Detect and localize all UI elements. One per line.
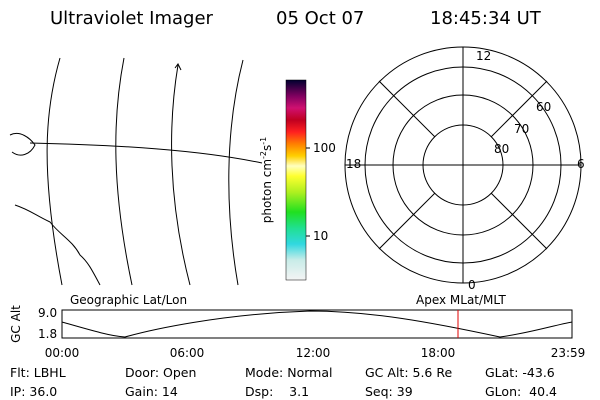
hour-label: 12 [476, 49, 491, 63]
polar-grid [344, 46, 582, 284]
colorbar-tick-label: 10 [313, 229, 328, 243]
x-tick-label: 12:00 [296, 346, 331, 360]
hour-label: 18 [346, 157, 361, 171]
status-field: IP: 36.0 [10, 384, 57, 399]
x-tick-label: 23:59 [551, 346, 586, 360]
status-field: Mode: Normal [245, 365, 332, 380]
lat-label: 80 [494, 142, 509, 156]
lat-label: 70 [514, 122, 529, 136]
hour-label: 0 [468, 278, 476, 292]
altitude-label: GC Alt [9, 305, 23, 343]
x-tick-label: 18:00 [421, 346, 456, 360]
colorbar-tick-label: 100 [313, 141, 336, 155]
map [9, 57, 263, 286]
status-field: GLon: 40.4 [485, 384, 557, 399]
status-field: Seq: 39 [365, 384, 413, 399]
status-field: Dsp: 3.1 [245, 384, 309, 399]
lat-label: 60 [536, 100, 551, 114]
altitude-frame [61, 309, 573, 339]
time: 18:45:34 UT [430, 8, 542, 29]
title: Ultraviolet Imager [50, 8, 214, 29]
altitude-curve [61, 310, 573, 338]
polar-label: Apex MLat/MLT [416, 293, 506, 307]
x-tick-label: 00:00 [45, 346, 80, 360]
y-tick-label: 9.0 [38, 306, 57, 320]
status-field: Gain: 14 [125, 384, 178, 399]
y-tick-label: 1.8 [38, 327, 57, 341]
footer: Flt: LBHL Door: Open Mode: Normal GC Alt: 5… [10, 365, 557, 399]
status-field: GC Alt: 5.6 Re [365, 365, 452, 380]
x-tick-label: 06:00 [170, 346, 205, 360]
colorbar-label: photon cm-2s-1 [259, 137, 274, 224]
status-field: Door: Open [125, 365, 196, 380]
status-field: Flt: LBHL [10, 365, 66, 380]
colorbar [285, 79, 307, 281]
date: 05 Oct 07 [276, 8, 364, 29]
status-field: GLat: -43.6 [485, 365, 555, 380]
hour-label: 6 [577, 157, 585, 171]
map-label: Geographic Lat/Lon [70, 293, 187, 307]
